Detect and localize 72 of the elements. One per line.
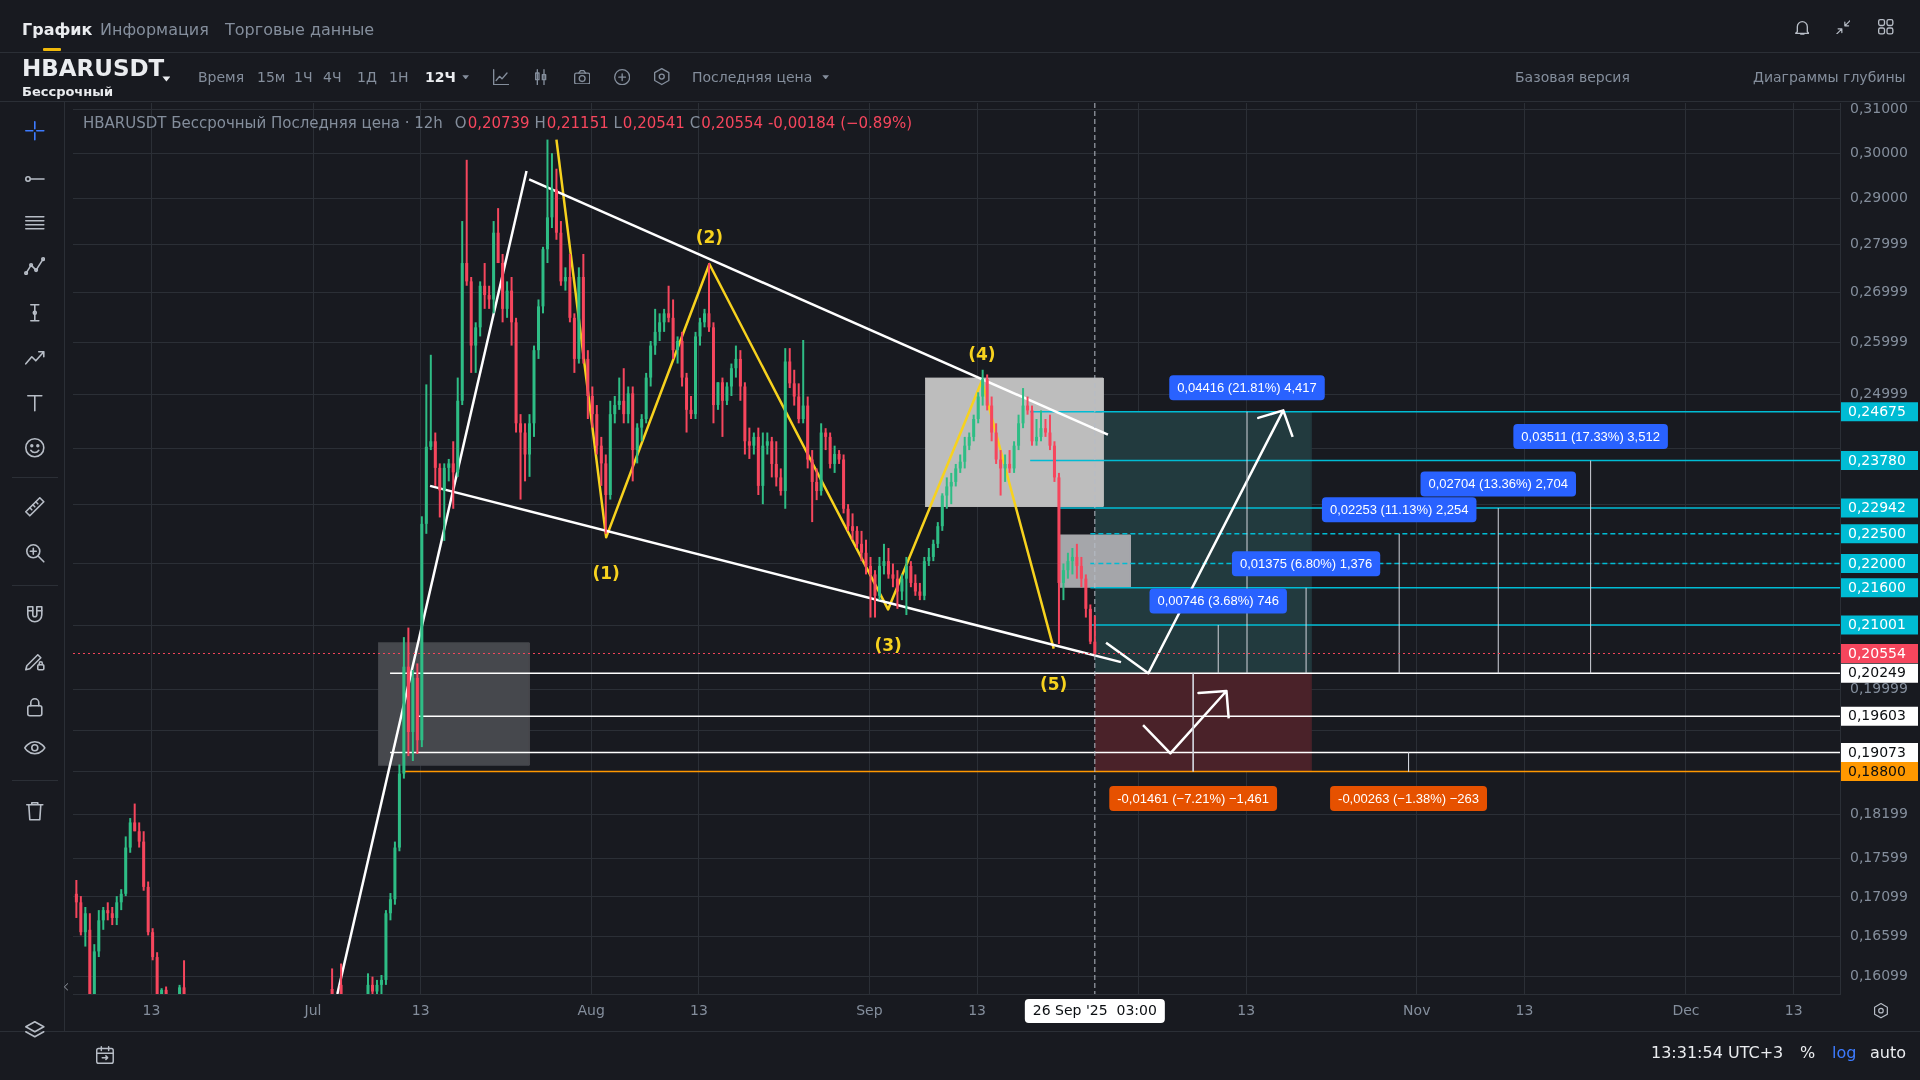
annotation: (3) bbox=[874, 634, 902, 655]
x-tick-label: 13 bbox=[968, 1002, 986, 1019]
series-label: 0,22000 bbox=[1848, 554, 1906, 571]
y-tick-label: 0,25999 bbox=[1850, 333, 1908, 350]
text: 4Ч bbox=[323, 68, 342, 86]
text: 1Д bbox=[357, 68, 377, 86]
text: 1Ч bbox=[294, 68, 313, 86]
series-label: 0,23780 bbox=[1848, 451, 1906, 468]
y-tick-label: 0,18199 bbox=[1850, 805, 1908, 822]
text: auto bbox=[1870, 1043, 1907, 1063]
series-label: 0,21001 bbox=[1848, 616, 1906, 633]
x-tick-label: 13 bbox=[1784, 1002, 1803, 1019]
annotation: (2) bbox=[695, 227, 724, 248]
annotation: 0,01375 (6.80%) 1,376 bbox=[1239, 555, 1373, 571]
annotation: (1) bbox=[592, 562, 620, 583]
annotation: 0,04416 (21.81%) 4,417 bbox=[1177, 379, 1317, 395]
text: Бессрочный bbox=[22, 84, 114, 100]
y-tick-label: 0,16099 bbox=[1850, 967, 1908, 984]
annotation: (5) bbox=[1040, 674, 1068, 695]
annotation: (4) bbox=[968, 344, 996, 365]
y-tick-label: 0,24999 bbox=[1850, 385, 1908, 402]
ref-line-label: 26 Sep '25 03:00 bbox=[1032, 1002, 1157, 1019]
y-tick-label: 0,17599 bbox=[1850, 849, 1908, 866]
text: HBARUSDT bbox=[22, 55, 165, 83]
y-tick-label: 0,29000 bbox=[1850, 188, 1908, 205]
text: log bbox=[1832, 1043, 1857, 1063]
text: График bbox=[22, 20, 93, 40]
x-tick-label: 13 bbox=[689, 1002, 708, 1019]
annotation: -0,00263 (−1.38%) −263 bbox=[1338, 790, 1479, 806]
series-label: 0,22942 bbox=[1848, 499, 1906, 516]
series-label: 0,19603 bbox=[1848, 707, 1906, 724]
series-label: 0,24675 bbox=[1848, 402, 1906, 419]
y-tick-label: 0,16599 bbox=[1850, 926, 1908, 943]
series-label: 0,18800 bbox=[1848, 762, 1906, 779]
series-label: 0,20249 bbox=[1848, 664, 1906, 681]
x-tick-label: Nov bbox=[1403, 1002, 1431, 1019]
x-tick-label: 13 bbox=[1515, 1002, 1534, 1019]
text: Информация bbox=[100, 20, 209, 40]
annotation: 0,00746 (3.68%) 746 bbox=[1157, 593, 1279, 609]
y-tick-label: 0,17099 bbox=[1850, 887, 1908, 904]
x-tick-label: Dec bbox=[1672, 1002, 1700, 1019]
text: 15м bbox=[257, 68, 286, 86]
text: 1Н bbox=[389, 68, 409, 86]
series-label: 0,21600 bbox=[1848, 578, 1906, 595]
annotation: 0,02704 (13.36%) 2,704 bbox=[1428, 476, 1569, 492]
y-tick-label: 0,27999 bbox=[1850, 235, 1908, 252]
text: 12Ч bbox=[425, 68, 456, 86]
text: Базовая версия bbox=[1515, 68, 1630, 86]
annotation: 0,03511 (17.33%) 3,512 bbox=[1521, 428, 1660, 444]
x-tick-label: Sep bbox=[856, 1002, 883, 1019]
y-tick-label: 0,31000 bbox=[1850, 100, 1908, 117]
text: Торговые данные bbox=[225, 20, 375, 40]
x-tick-label: Jul bbox=[303, 1002, 322, 1019]
x-tick-label: 13 bbox=[142, 1002, 161, 1019]
ref-line-label: 0,20554 bbox=[1848, 644, 1906, 661]
x-tick-label: 13 bbox=[1237, 1002, 1256, 1019]
x-tick-label: 13 bbox=[411, 1002, 430, 1019]
text: % bbox=[1800, 1043, 1816, 1063]
y-tick-label: 0,30000 bbox=[1850, 143, 1908, 160]
text: Время bbox=[198, 68, 245, 86]
text: 13:31:54 UTC+3 bbox=[1651, 1043, 1784, 1063]
annotation: 0,02253 (11.13%) 2,254 bbox=[1329, 501, 1469, 517]
text: Диаграммы глубины bbox=[1753, 68, 1906, 86]
text: O0,20739 H0,21151 L0,20541 C0,20554 -0,00184 (−0.89%) bbox=[454, 113, 913, 132]
text: Последняя цена bbox=[692, 68, 813, 86]
x-tick-label: Aug bbox=[577, 1002, 605, 1019]
text: HBARUSDT Бессрочный Последняя цена · 12h bbox=[83, 113, 443, 132]
series-label: 0,22500 bbox=[1848, 524, 1906, 541]
annotation: -0,01461 (−7.21%) −1,461 bbox=[1117, 790, 1270, 806]
y-tick-label: 0,19999 bbox=[1850, 680, 1908, 697]
series-label: 0,19073 bbox=[1848, 743, 1906, 760]
y-tick-label: 0,26999 bbox=[1850, 283, 1908, 300]
